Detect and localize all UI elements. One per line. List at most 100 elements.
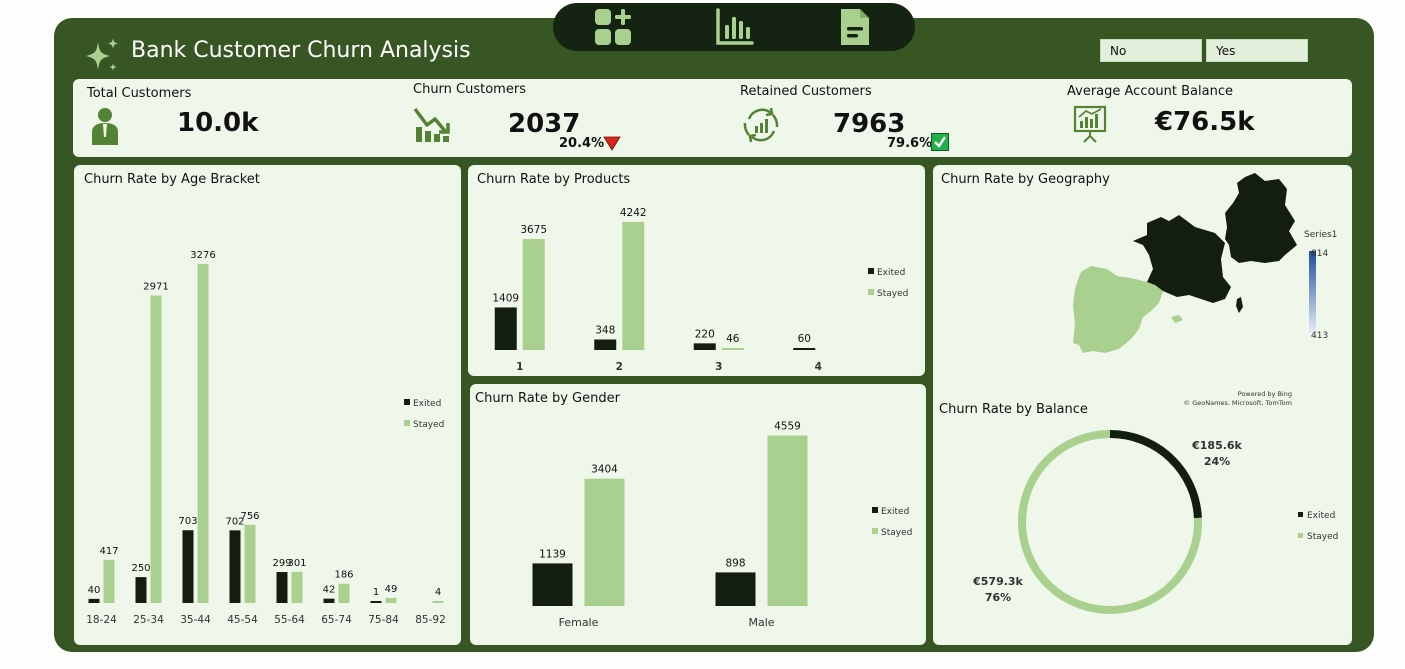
bar-exited-65-74 [323,598,335,603]
age-chart: 40 417 18-24 250 2971 25-34 703 3276 35-44 702756… [86,250,446,626]
category-label-1: 1 [516,361,523,373]
geo-legend-min: 413 [1311,331,1328,341]
geo-balance-panel: Churn Rate by Geography Series1 814 413 … [933,165,1352,645]
bar-stayed-2 [622,221,645,350]
slicer-option-no[interactable]: No [1100,39,1202,62]
bar-stayed-85-92 [432,601,444,603]
legend-stayed-swatch [868,289,874,295]
checkmark-icon [931,133,949,151]
geography-map: Series1 814 413 Powered by Bing © GeoNam… [1073,173,1337,405]
age-panel: Churn Rate by Age Bracket 40 417 18-24 250 2… [74,165,461,645]
kpi-bar: Total Customers 10.0k Churn Customers 20… [73,79,1352,157]
down-arrow-icon [603,136,621,151]
map-region-france [1133,215,1231,303]
label-stayed-Male: 4559 [774,420,801,432]
category-label-Male: Male [748,616,774,629]
dashboard-add-icon[interactable] [591,5,635,49]
label-stayed-Female: 3404 [591,464,618,476]
kpi-total-label: Total Customers [87,86,192,101]
label-exited-75-84: 1 [373,587,379,598]
label-exited-Female: 1139 [539,548,566,560]
products-panel: Churn Rate by Products 1409 3675 1 348 4242 2… [468,165,925,376]
category-label-Female: Female [559,616,599,629]
map-region-germany [1225,173,1297,263]
label-exited-2: 348 [595,324,615,336]
kpi-total-value: 10.0k [177,108,259,138]
label-stayed-2: 4242 [620,207,647,219]
kpi-churn-label: Churn Customers [413,82,526,97]
balance-chart: €185.6k 24% €579.3k 76% Exited Stayed [972,430,1338,614]
legend-stayed-swatch [404,420,410,426]
label-stayed-75-84: 49 [385,584,398,595]
legend-stayed-label: Stayed [1307,532,1338,542]
label-exited-Male: 898 [725,557,745,569]
bar-exited-3 [693,343,716,350]
label-exited-3: 220 [695,328,715,340]
bar-exited-Male [715,572,756,606]
legend-exited-label: Exited [881,507,909,517]
bar-exited-55-64 [276,572,288,603]
bar-stayed-18-24 [103,559,115,603]
label-exited-45-54: 702 [225,516,244,527]
label-stayed-65-74: 186 [334,570,353,581]
products-chart: 1409 3675 1 348 4242 2 220 46 3 60 4 Exited Stayed [492,207,908,373]
slicer-option-yes[interactable]: Yes [1206,39,1308,62]
legend-exited-label: Exited [877,268,905,278]
legend-exited-swatch [1298,512,1303,517]
legend-stayed-label: Stayed [877,289,908,299]
age-panel-title: Churn Rate by Age Bracket [84,172,260,187]
kpi-balance-value: €76.5k [1155,107,1255,137]
label-stayed-3: 46 [726,333,740,345]
donut-label-stayed-value: €579.3k [972,575,1023,588]
label-exited-1: 1409 [492,292,519,304]
category-label-35-44: 35-44 [180,614,211,626]
bar-stayed-Female [584,478,625,606]
bar-exited-Female [532,563,573,606]
nav-bar [553,3,915,51]
legend-exited-label: Exited [1307,511,1335,521]
donut-label-stayed-pct: 76% [985,591,1011,604]
map-region-corsica [1236,297,1243,313]
bar-stayed-65-74 [338,583,350,603]
kpi-retained-label: Retained Customers [740,84,872,99]
bar-exited-45-54 [229,530,241,603]
label-exited-55-64: 299 [272,558,291,569]
legend-exited-swatch [872,507,878,513]
legend-stayed-label: Stayed [413,420,444,430]
geo-legend-max: 814 [1311,249,1328,259]
geography-panel-title: Churn Rate by Geography [941,172,1110,187]
category-label-85-92: 85-92 [415,614,446,626]
map-region-spain [1079,266,1163,353]
legend-stayed-swatch [1298,533,1303,538]
bar-exited-75-84 [370,601,382,603]
donut-label-exited-pct: 24% [1204,455,1230,468]
donut-slice-stayed [1018,430,1202,614]
kpi-balance-label: Average Account Balance [1067,84,1233,99]
retention-cycle-icon [743,107,779,143]
label-stayed-1: 3675 [520,224,547,236]
bar-exited-4 [793,348,816,350]
bar-stayed-75-84 [385,597,397,603]
category-label-45-54: 45-54 [227,614,258,626]
bar-exited-1 [494,307,517,350]
kpi-retained-pct: 79.6% [887,136,933,151]
kpi-churn-pct: 20.4% [559,136,605,151]
bar-chart-icon[interactable] [712,5,756,49]
gender-chart: 1139 3404 Female 898 4559 Male Exited Stayed [532,420,912,629]
category-label-65-74: 65-74 [321,614,352,626]
bar-stayed-1 [522,239,545,350]
legend-stayed-swatch [872,528,878,534]
legend-exited-swatch [404,399,410,405]
label-exited-18-24: 40 [88,585,101,596]
balance-panel-title: Churn Rate by Balance [939,402,1088,417]
label-stayed-25-34: 2971 [143,282,168,293]
category-label-3: 3 [715,361,722,373]
category-label-55-64: 55-64 [274,614,305,626]
document-icon[interactable] [833,5,877,49]
gender-panel: Churn Rate by Gender 1139 3404 Female 898 45… [470,384,926,645]
label-stayed-18-24: 417 [99,546,118,557]
category-label-4: 4 [815,361,822,373]
category-label-75-84: 75-84 [368,614,399,626]
label-stayed-55-64: 301 [287,558,306,569]
label-stayed-45-54: 756 [240,511,259,522]
